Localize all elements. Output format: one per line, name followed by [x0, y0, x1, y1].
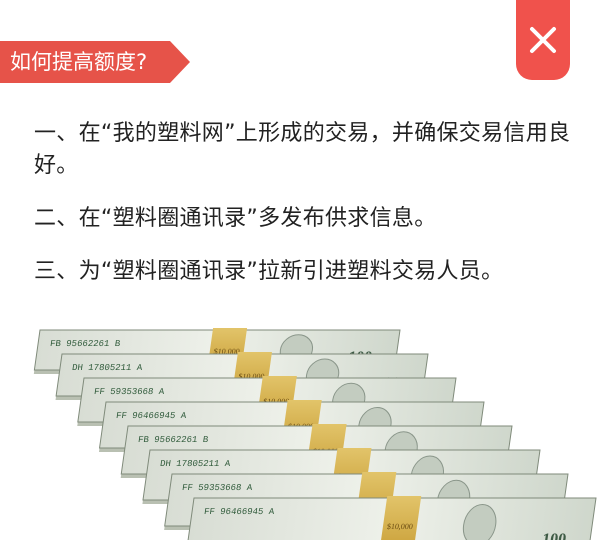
banknote-serial: DH 17805211 A	[71, 362, 143, 373]
band-label: $10,000	[213, 347, 240, 356]
page-title: 如何提高额度?	[0, 41, 190, 83]
money-stacks-image: FB 95662261 B $10,000 100 DH 17805211 A $10,…	[30, 320, 600, 540]
close-button[interactable]	[516, 0, 570, 80]
banknote-serial: FB 95662261 B	[49, 338, 121, 349]
banknote-serial: FF 96466945 A	[203, 506, 275, 517]
banknote-serial: FF 59353668 A	[93, 386, 165, 397]
banknote-serial: FF 96466945 A	[115, 410, 187, 421]
band-label: $10,000	[238, 372, 265, 381]
banknote-serial: FF 59353668 A	[181, 482, 253, 493]
tip-item-3: 三、为“塑料圈通讯录”拉新引进塑料交易人员。	[34, 259, 504, 284]
banknote-serial: FB 95662261 B	[137, 434, 209, 445]
close-icon	[530, 27, 556, 53]
tip-item-1: 一、在“我的塑料网”上形成的交易，并确保交易信用良好。	[34, 121, 571, 178]
banknote-stack: FF 96466945 A $10,000 100	[185, 496, 597, 540]
banknote-denomination: 100	[541, 531, 567, 540]
band-label: $10,000	[386, 522, 413, 531]
banknote-serial: DH 17805211 A	[159, 458, 231, 469]
tip-item-2: 二、在“塑料圈通讯录”多发布供求信息。	[34, 206, 437, 231]
tips-list: 一、在“我的塑料网”上形成的交易，并确保交易信用良好。 二、在“塑料圈通讯录”多…	[34, 118, 574, 309]
